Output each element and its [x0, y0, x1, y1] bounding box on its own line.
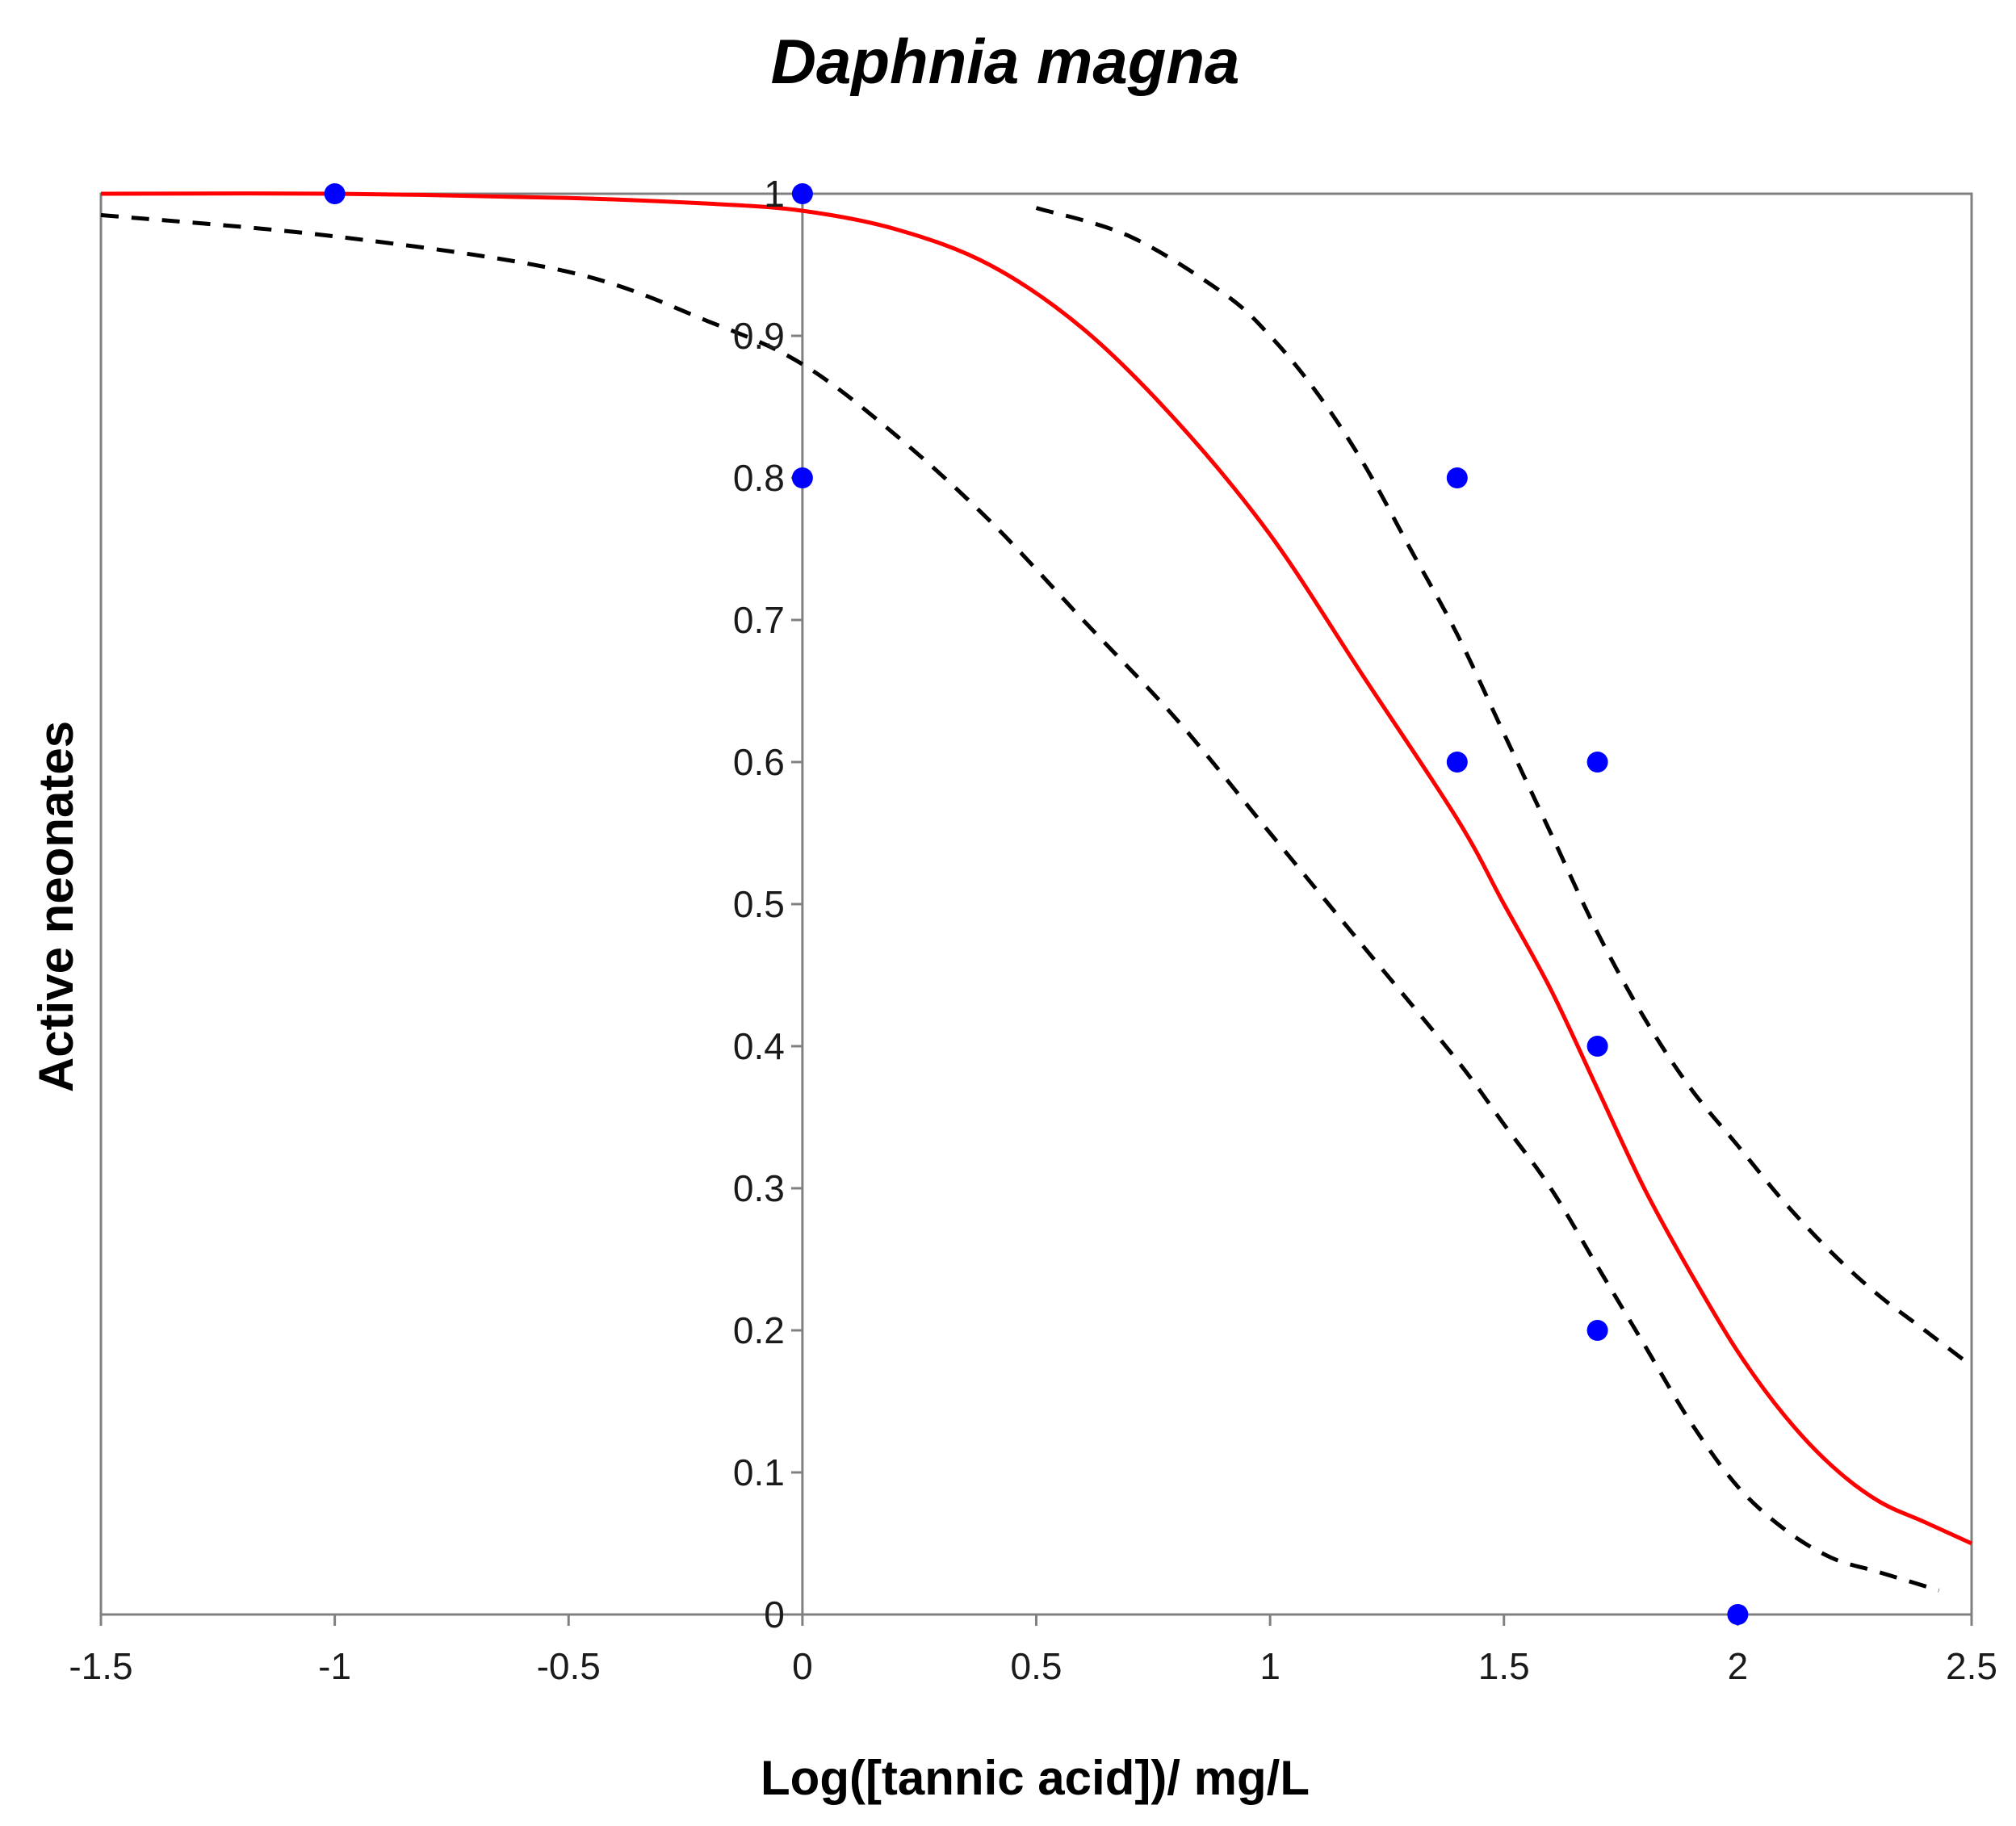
x-tick-label: 1.5	[1478, 1645, 1530, 1687]
lower-confidence-curve	[100, 212, 1940, 1593]
y-tick-label: 0.2	[733, 1309, 785, 1351]
chart-title: Daphnia magna	[771, 26, 1240, 97]
y-tick-label: 1	[764, 173, 785, 215]
plot-border	[99, 192, 1973, 1616]
data-point	[1446, 467, 1468, 488]
x-axis-label: Log([tannic acid])/ mg/L	[761, 1751, 1310, 1805]
data-point	[791, 183, 813, 204]
data-point	[324, 183, 346, 204]
data-point	[1446, 752, 1468, 773]
upper-confidence-curve	[1035, 206, 1973, 1367]
x-tick-label: 2.5	[1946, 1645, 1997, 1687]
x-tick-label: 0	[792, 1645, 813, 1687]
y-axis-label: Active neonates	[29, 721, 83, 1092]
y-tick-label: 0.9	[733, 315, 785, 357]
x-tick-label: -1	[318, 1645, 351, 1687]
y-tick-label: 0.6	[733, 741, 785, 783]
data-point	[1586, 752, 1608, 773]
data-point	[791, 467, 813, 488]
y-tick-label: 0.8	[733, 457, 785, 499]
y-tick-label: 0.5	[733, 883, 785, 925]
y-tick-label: 0.7	[733, 599, 785, 641]
data-point	[1586, 1320, 1608, 1341]
fitted-curve	[100, 191, 1973, 1546]
x-tick-label: -1.5	[69, 1645, 132, 1687]
y-tick-label: 0.1	[733, 1451, 785, 1493]
data-point	[1586, 1036, 1608, 1057]
x-tick-label: 2	[1728, 1645, 1749, 1687]
x-tick-label: 0.5	[1011, 1645, 1062, 1687]
x-tick-label: 1	[1259, 1645, 1280, 1687]
data-point	[1727, 1604, 1749, 1625]
y-tick-label: 0.3	[733, 1167, 785, 1209]
x-tick-label: -0.5	[537, 1645, 601, 1687]
y-tick-label: 0.4	[733, 1025, 785, 1067]
y-tick-label: 0	[764, 1594, 785, 1635]
